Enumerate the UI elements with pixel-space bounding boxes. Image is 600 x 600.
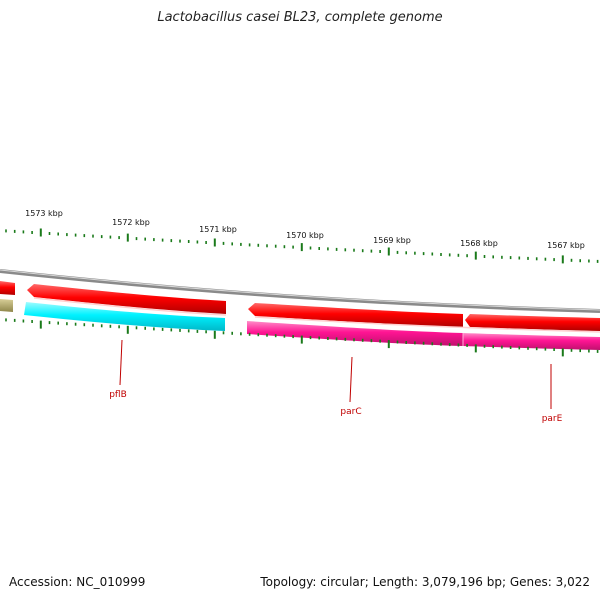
kbp-label: 1570 kbp — [286, 231, 324, 240]
kbp-label: 1569 kbp — [373, 236, 411, 245]
forward-gene-pflB — [27, 284, 226, 314]
length-value: 3,079,196 bp — [421, 575, 502, 589]
accession-info: Accession: NC_010999 — [9, 575, 145, 589]
kbp-label-row: 1573 kbp 1572 kbp 1571 kbp 1570 kbp 1569… — [25, 209, 585, 250]
forward-gene-parE — [465, 314, 600, 331]
reverse-gene-olive — [0, 299, 13, 312]
kbp-label: 1567 kbp — [547, 241, 585, 250]
upper-tick-row — [5, 228, 599, 264]
kbp-label: 1571 kbp — [199, 225, 237, 234]
topology-label: Topology: — [260, 575, 317, 589]
map-title: Lactobacillus casei BL23, complete genom… — [157, 10, 443, 25]
forward-gene-rim — [33, 297, 227, 316]
kbp-label: 1573 kbp — [25, 209, 63, 218]
reverse-gene-cyan — [24, 302, 225, 331]
length-label: Length: — [372, 575, 419, 589]
forward-gene-partial — [0, 281, 15, 295]
accession-value: NC_010999 — [76, 575, 146, 589]
label-line-parC — [349, 356, 353, 403]
gene-label-pflB: pflB — [109, 390, 127, 400]
genome-summary: Topology: circular; Length: 3,079,196 bp… — [260, 575, 590, 589]
kbp-label: 1572 kbp — [112, 218, 150, 227]
reverse-gene-parC — [247, 321, 463, 346]
genes-value: 3,022 — [555, 575, 590, 589]
lower-tick-row — [5, 318, 599, 357]
accession-label: Accession: — [9, 575, 73, 589]
gene-label-parC: parC — [340, 407, 361, 417]
genes-label: Genes: — [509, 575, 552, 589]
separator: ; — [501, 575, 510, 589]
genome-backbone-highlight — [0, 269, 600, 311]
reverse-gene-parE — [463, 333, 600, 350]
separator: ; — [364, 575, 373, 589]
gene-label-parE: parE — [542, 414, 563, 424]
genome-backbone — [0, 269, 600, 313]
kbp-label: 1568 kbp — [460, 239, 498, 248]
forward-gene-parC — [248, 303, 463, 327]
forward-gene-rim — [254, 316, 600, 333]
topology-value: circular — [320, 575, 365, 589]
label-line-pflB — [119, 339, 123, 386]
